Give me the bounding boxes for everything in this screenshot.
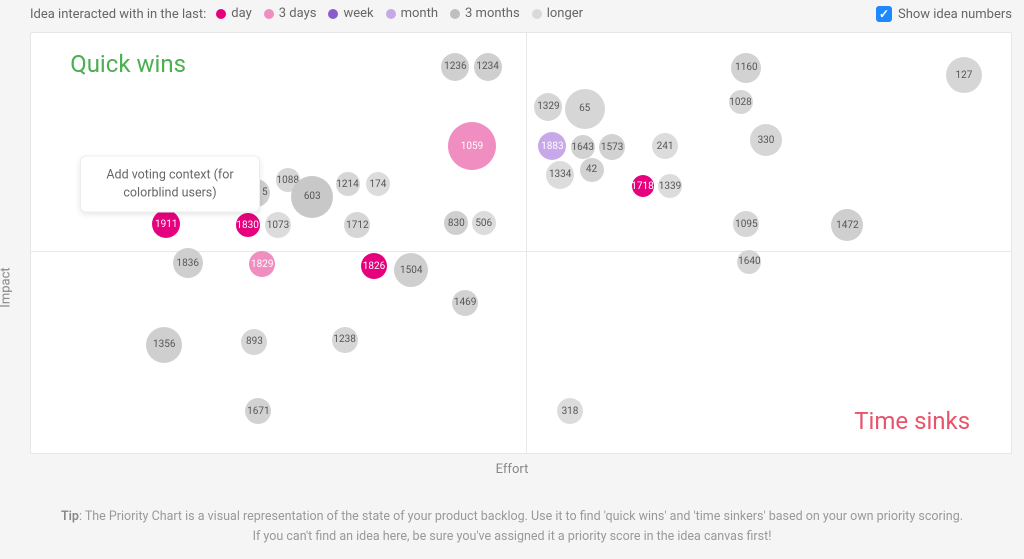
idea-bubble[interactable]: 65 [565,89,605,129]
y-axis-label: Impact [0,267,14,307]
idea-bubble[interactable]: 1504 [394,253,428,287]
idea-bubble[interactable]: 1334 [546,161,574,189]
legend-item-label: longer [547,6,583,21]
idea-bubble[interactable]: 830 [444,211,468,235]
idea-bubble[interactable]: 1073 [265,212,291,238]
idea-bubble[interactable]: 1469 [452,290,478,316]
legend-item[interactable]: longer [532,6,583,21]
legend-item[interactable]: 3 months [450,6,520,21]
idea-bubble[interactable]: 1829 [249,251,275,277]
idea-bubble[interactable]: 174 [366,172,390,196]
legend-item[interactable]: day [216,6,251,21]
checkbox-icon: ✓ [876,6,892,22]
legend-item[interactable]: 3 days [264,6,317,21]
idea-bubble[interactable]: 241 [652,133,678,159]
idea-bubble[interactable]: 1214 [336,172,360,196]
idea-bubble[interactable]: 1712 [344,212,370,238]
legend-title: Idea interacted with in the last: [30,7,206,22]
idea-bubble[interactable]: 1718 [632,175,654,197]
idea-bubble[interactable]: 1329 [534,93,562,121]
idea-bubble[interactable]: 1234 [474,53,502,81]
idea-bubble[interactable]: 1883 [538,132,566,160]
idea-bubble[interactable]: 1236 [441,53,469,81]
idea-bubble[interactable]: 893 [241,329,267,355]
legend-dot-icon [328,9,338,19]
tip-line2: If you can't find an idea here, be sure … [253,529,772,544]
bubbles-layer: 1911183613561415183010731829893108860317… [31,33,1011,453]
idea-bubble[interactable]: 1836 [173,248,203,278]
idea-bubble[interactable]: 1671 [245,398,271,424]
show-idea-numbers-label: Show idea numbers [898,7,1012,22]
idea-bubble[interactable]: 1095 [733,211,759,237]
priority-chart: Quick wins Time sinks 191118361356141518… [30,32,1012,454]
idea-bubble[interactable]: 603 [291,176,333,218]
x-axis-label: Effort [0,462,1024,477]
idea-bubble[interactable]: 1830 [236,213,260,237]
legend-dot-icon [216,9,226,19]
idea-bubble[interactable]: 318 [557,398,583,424]
idea-bubble[interactable]: 1643 [571,135,595,159]
idea-bubble[interactable]: 42 [580,158,604,182]
idea-bubble[interactable]: 1573 [599,134,625,160]
idea-bubble[interactable]: 127 [946,57,982,93]
tip-footer: Tip: The Priority Chart is a visual repr… [40,507,984,547]
legend-item[interactable]: week [328,6,373,21]
idea-bubble[interactable]: 1826 [361,253,387,279]
legend-item-label: month [401,6,438,21]
tip-label: Tip [61,509,79,524]
legend-item[interactable]: month [386,6,438,21]
idea-bubble[interactable]: 1472 [831,209,863,241]
idea-bubble[interactable]: 1059 [448,122,496,170]
idea-bubble[interactable]: 1339 [658,174,682,198]
idea-bubble[interactable]: 1640 [737,250,761,274]
idea-bubble[interactable]: 1028 [729,90,753,114]
idea-bubble[interactable]: 330 [750,124,782,156]
idea-bubble[interactable]: 1160 [731,53,761,83]
legend-item-label: 3 months [465,6,520,21]
legend-dot-icon [450,9,460,19]
show-idea-numbers-toggle[interactable]: ✓ Show idea numbers [876,6,1012,22]
legend-item-label: week [343,6,373,21]
legend-item-label: 3 days [279,6,317,21]
idea-bubble[interactable]: 1356 [146,327,182,363]
legend-dot-icon [264,9,274,19]
tip-line1: : The Priority Chart is a visual represe… [79,509,963,524]
legend-bar: Idea interacted with in the last: day 3 d… [30,6,1012,23]
idea-bubble[interactable]: 1238 [332,327,358,353]
legend-item-label: day [231,6,251,21]
legend-dot-icon [386,9,396,19]
idea-bubble[interactable]: 1911 [152,210,180,238]
idea-bubble[interactable]: 1415 [242,179,270,207]
legend-dot-icon [532,9,542,19]
idea-bubble[interactable]: 506 [472,211,496,235]
